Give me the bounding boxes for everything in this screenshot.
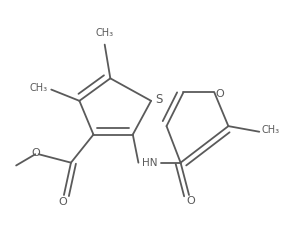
Text: O: O [31,148,40,158]
Text: O: O [215,89,224,99]
Text: O: O [186,196,195,206]
Text: O: O [58,197,67,207]
Text: CH₃: CH₃ [96,28,114,38]
Text: HN: HN [142,158,157,168]
Text: CH₃: CH₃ [30,83,48,93]
Text: CH₃: CH₃ [262,125,280,135]
Text: S: S [155,93,163,106]
